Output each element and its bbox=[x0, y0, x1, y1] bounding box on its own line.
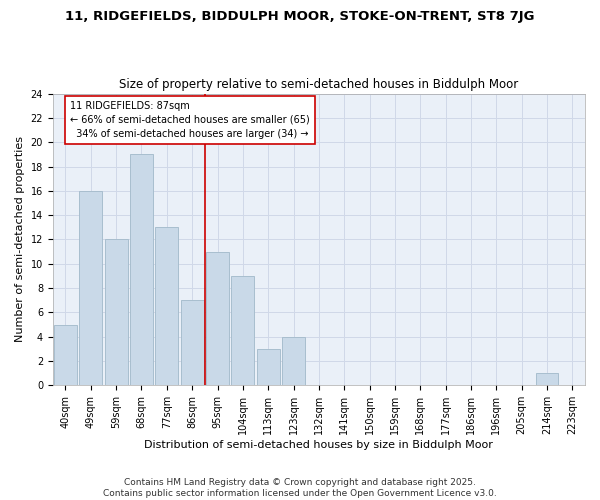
Text: Contains HM Land Registry data © Crown copyright and database right 2025.
Contai: Contains HM Land Registry data © Crown c… bbox=[103, 478, 497, 498]
Bar bbox=[232, 276, 254, 386]
Bar bbox=[536, 373, 559, 386]
Bar bbox=[155, 228, 178, 386]
Y-axis label: Number of semi-detached properties: Number of semi-detached properties bbox=[15, 136, 25, 342]
Bar bbox=[282, 336, 305, 386]
Bar bbox=[54, 324, 77, 386]
Bar bbox=[181, 300, 203, 386]
Bar bbox=[105, 240, 128, 386]
Bar bbox=[130, 154, 153, 386]
X-axis label: Distribution of semi-detached houses by size in Biddulph Moor: Distribution of semi-detached houses by … bbox=[145, 440, 493, 450]
Title: Size of property relative to semi-detached houses in Biddulph Moor: Size of property relative to semi-detach… bbox=[119, 78, 518, 91]
Bar bbox=[206, 252, 229, 386]
Bar bbox=[79, 191, 102, 386]
Text: 11, RIDGEFIELDS, BIDDULPH MOOR, STOKE-ON-TRENT, ST8 7JG: 11, RIDGEFIELDS, BIDDULPH MOOR, STOKE-ON… bbox=[65, 10, 535, 23]
Text: 11 RIDGEFIELDS: 87sqm
← 66% of semi-detached houses are smaller (65)
  34% of se: 11 RIDGEFIELDS: 87sqm ← 66% of semi-deta… bbox=[70, 101, 310, 139]
Bar bbox=[257, 349, 280, 386]
